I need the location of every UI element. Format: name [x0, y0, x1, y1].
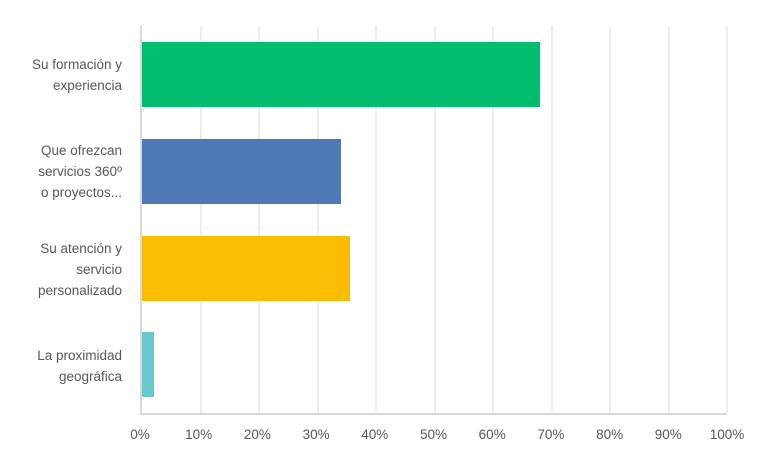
- gridline-70: [550, 26, 553, 413]
- x-tick-label-40: 40%: [361, 427, 389, 442]
- x-tick-label-30: 30%: [302, 427, 330, 442]
- x-tick-label-0: 0%: [130, 427, 150, 442]
- gridline-60: [492, 26, 494, 413]
- gridline-80: [609, 26, 611, 413]
- gridline-50: [433, 26, 436, 413]
- bar-formacion-experiencia[interactable]: [142, 42, 540, 107]
- gridline-30: [316, 26, 319, 413]
- x-tick-label-80: 80%: [596, 427, 624, 442]
- plot-area: [140, 26, 728, 415]
- gridline-20: [258, 26, 260, 413]
- x-tick-label-60: 60%: [478, 427, 506, 442]
- gridline-100: [726, 26, 728, 413]
- x-axis: 0% 10% 20% 30% 40% 50% 60% 70% 80% 90% 100%: [130, 427, 744, 447]
- category-label-formacion-experiencia: Su formación y experiencia: [31, 56, 122, 93]
- gridline-40: [375, 26, 377, 413]
- category-label-atencion-servicio: Su atención y servicio personalizado: [37, 240, 122, 298]
- gridline-10: [199, 26, 202, 413]
- category-label-proximidad-geografica: La proximidad geográfica: [37, 348, 122, 385]
- category-axis: Su formación y experiencia Que ofrezcan s…: [0, 26, 131, 415]
- x-tick-label-20: 20%: [243, 427, 271, 442]
- x-tick-label-100: 100%: [709, 427, 745, 442]
- bar-proximidad-geografica[interactable]: [142, 332, 154, 398]
- x-tick-label-10: 10%: [185, 427, 213, 442]
- category-label-servicios-360: Que ofrezcan servicios 360º o proyectos.…: [38, 143, 122, 201]
- x-tick-label-70: 70%: [537, 427, 565, 442]
- bar-servicios-360[interactable]: [142, 138, 341, 204]
- bar-atencion-servicio[interactable]: [142, 235, 350, 301]
- x-tick-label-90: 90%: [654, 427, 682, 442]
- x-tick-label-50: 50%: [419, 427, 448, 442]
- gridline-90: [667, 26, 670, 413]
